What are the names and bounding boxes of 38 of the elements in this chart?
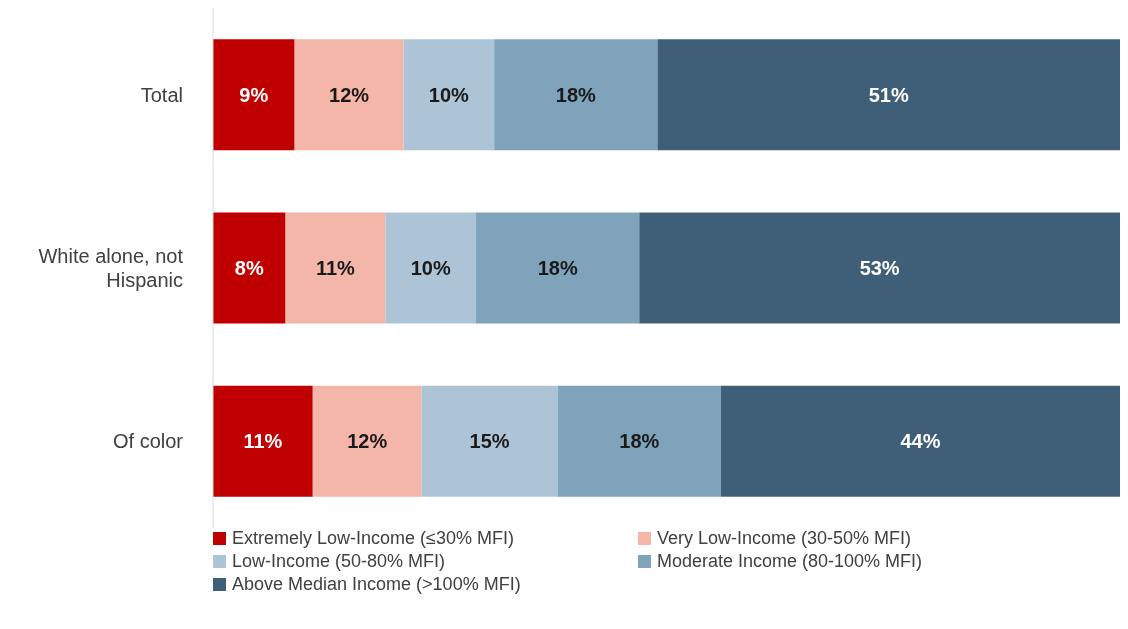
bar [476,212,640,324]
data-label: 9% [239,83,269,106]
bar [294,39,404,151]
legend-label: Very Low-Income (30-50% MFI) [657,528,912,549]
data-label: 18% [555,83,597,106]
data-label: 53% [859,257,900,280]
bar [421,385,558,497]
data-label: 10% [428,83,470,106]
legend-label: Above Median Income (>100% MFI) [232,574,521,595]
data-label: 11% [315,257,356,280]
bar [557,385,721,497]
data-label: 8% [234,257,264,280]
y-tick-label: White alone, not Hispanic [38,245,184,291]
data-label: 12% [347,430,388,453]
bar [639,212,1120,324]
bar [385,212,477,324]
bar [213,385,313,497]
data-label: 10% [410,257,451,280]
bar [213,212,286,324]
legend-label: Low-Income (50-80% MFI) [232,551,446,572]
data-label: 18% [537,257,578,280]
bar [494,39,658,151]
y-tick-label: Of color [112,430,184,453]
y-tick-label: Total [140,83,183,106]
bar [285,212,386,324]
bar [657,39,1120,151]
data-label: 44% [900,430,941,453]
data-label: 15% [469,430,510,453]
legend-label: Extremely Low-Income (≤30% MFI) [232,528,514,549]
legend-label: Moderate Income (80-100% MFI) [657,551,923,572]
data-label: 12% [329,83,370,106]
bar [403,39,495,151]
data-label: 11% [243,430,283,453]
data-label: 51% [868,83,909,106]
bar [213,39,295,151]
data-label: 18% [619,430,660,453]
bar [720,385,1120,497]
bar [312,385,422,497]
